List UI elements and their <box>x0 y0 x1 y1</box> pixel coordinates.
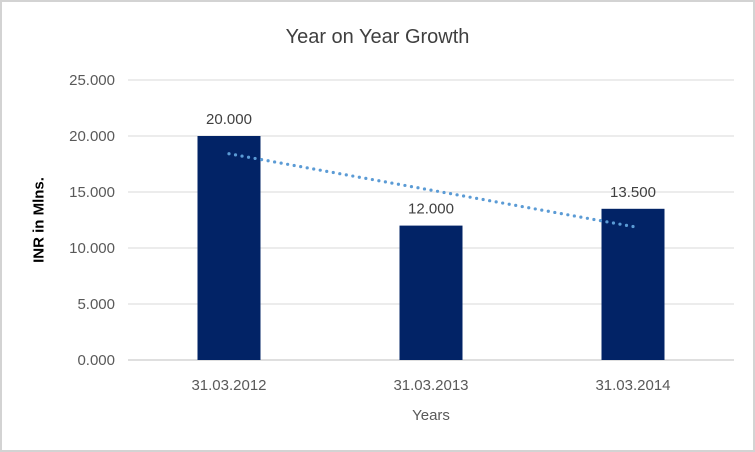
x-tick-label: 31.03.2012 <box>191 377 266 394</box>
trendline-dot <box>559 212 563 216</box>
trendline-dot <box>331 170 335 175</box>
trendline-dot <box>501 201 505 205</box>
trendline-dot <box>605 220 609 224</box>
x-tick-label: 31.03.2013 <box>393 377 468 394</box>
bar[interactable] <box>197 136 261 360</box>
trendline-dot <box>318 168 322 172</box>
y-tick-label: 20.000 <box>69 128 115 145</box>
y-tick-label: 10.000 <box>69 240 115 257</box>
trendline-dot <box>624 223 629 227</box>
trendline-dot <box>409 185 414 189</box>
y-tick-label: 5.000 <box>77 296 115 313</box>
trendline-dot <box>442 190 446 195</box>
trendline-dot <box>403 183 407 188</box>
trendline-dot <box>292 163 296 168</box>
trendline-dot <box>540 208 544 212</box>
y-tick-label: 15.000 <box>69 184 115 201</box>
data-label: 20.000 <box>206 111 252 128</box>
bar[interactable] <box>601 208 665 360</box>
trendline-dot <box>396 182 401 186</box>
trendline-dot <box>357 175 361 179</box>
trendline-dot <box>344 173 348 177</box>
trendline-dot <box>475 196 479 200</box>
trendline-dot <box>312 167 316 171</box>
trendline-dot <box>233 153 238 157</box>
trendline-dot <box>494 200 498 204</box>
trendline-dot <box>592 217 596 222</box>
trendline-dot <box>455 193 459 197</box>
trendline-dot <box>364 176 368 180</box>
trendline-dot <box>468 195 472 199</box>
trendline-dot <box>266 159 270 163</box>
trendline-dot <box>305 166 309 170</box>
trendline-dot <box>325 169 329 173</box>
trendline-dot <box>279 161 283 165</box>
trendline-dot <box>416 186 420 190</box>
trendline-dot <box>527 206 531 210</box>
trendline-dot <box>435 189 440 193</box>
trendline-dot <box>481 197 485 202</box>
trendline-dot <box>553 210 557 215</box>
y-tick-label: 25.000 <box>69 72 115 89</box>
trendline-dot <box>299 165 303 169</box>
trendline-dot <box>370 177 374 182</box>
y-tick-label: 0.000 <box>77 352 115 369</box>
trendline-dot <box>227 152 231 156</box>
trendline-dot <box>338 172 342 176</box>
trendline-dot <box>286 162 290 166</box>
trendline-dot <box>585 216 589 220</box>
trendline-dot <box>598 219 603 223</box>
x-axis-title: Years <box>412 407 450 424</box>
trendline-dot <box>546 209 550 213</box>
trendline-dot <box>579 215 583 219</box>
chart-title: Year on Year Growth <box>285 26 470 48</box>
trendline[interactable] <box>227 152 635 229</box>
trendline-dot <box>390 181 394 185</box>
trendline-dot <box>533 207 537 211</box>
trendline-dot <box>259 158 264 162</box>
trendline-dot <box>422 187 427 191</box>
trendline-dot <box>520 204 524 209</box>
trendline-dot <box>631 224 635 229</box>
trendline-dot <box>566 213 570 217</box>
bar[interactable] <box>399 225 463 360</box>
trendline-dot <box>461 194 466 198</box>
data-label: 12.000 <box>408 201 454 218</box>
trendline-dot <box>611 221 616 225</box>
trendline-dot <box>383 180 387 184</box>
x-tick-label: 31.03.2014 <box>595 377 670 394</box>
trendline-dot <box>448 192 453 196</box>
trendline-dot <box>618 222 622 226</box>
trendline-dot <box>377 179 381 183</box>
trendline-dot <box>246 155 251 159</box>
trendline-dot <box>240 154 244 158</box>
trendline-dot <box>572 214 576 218</box>
trendline-dot <box>488 199 492 203</box>
trendline-dot <box>273 160 277 164</box>
trendline-dot <box>514 203 518 207</box>
trendline-dot <box>351 174 355 178</box>
data-label: 13.500 <box>610 184 656 201</box>
trendline-dot <box>429 188 433 192</box>
trendline-dot <box>507 202 511 206</box>
trendline-dot <box>253 156 257 161</box>
